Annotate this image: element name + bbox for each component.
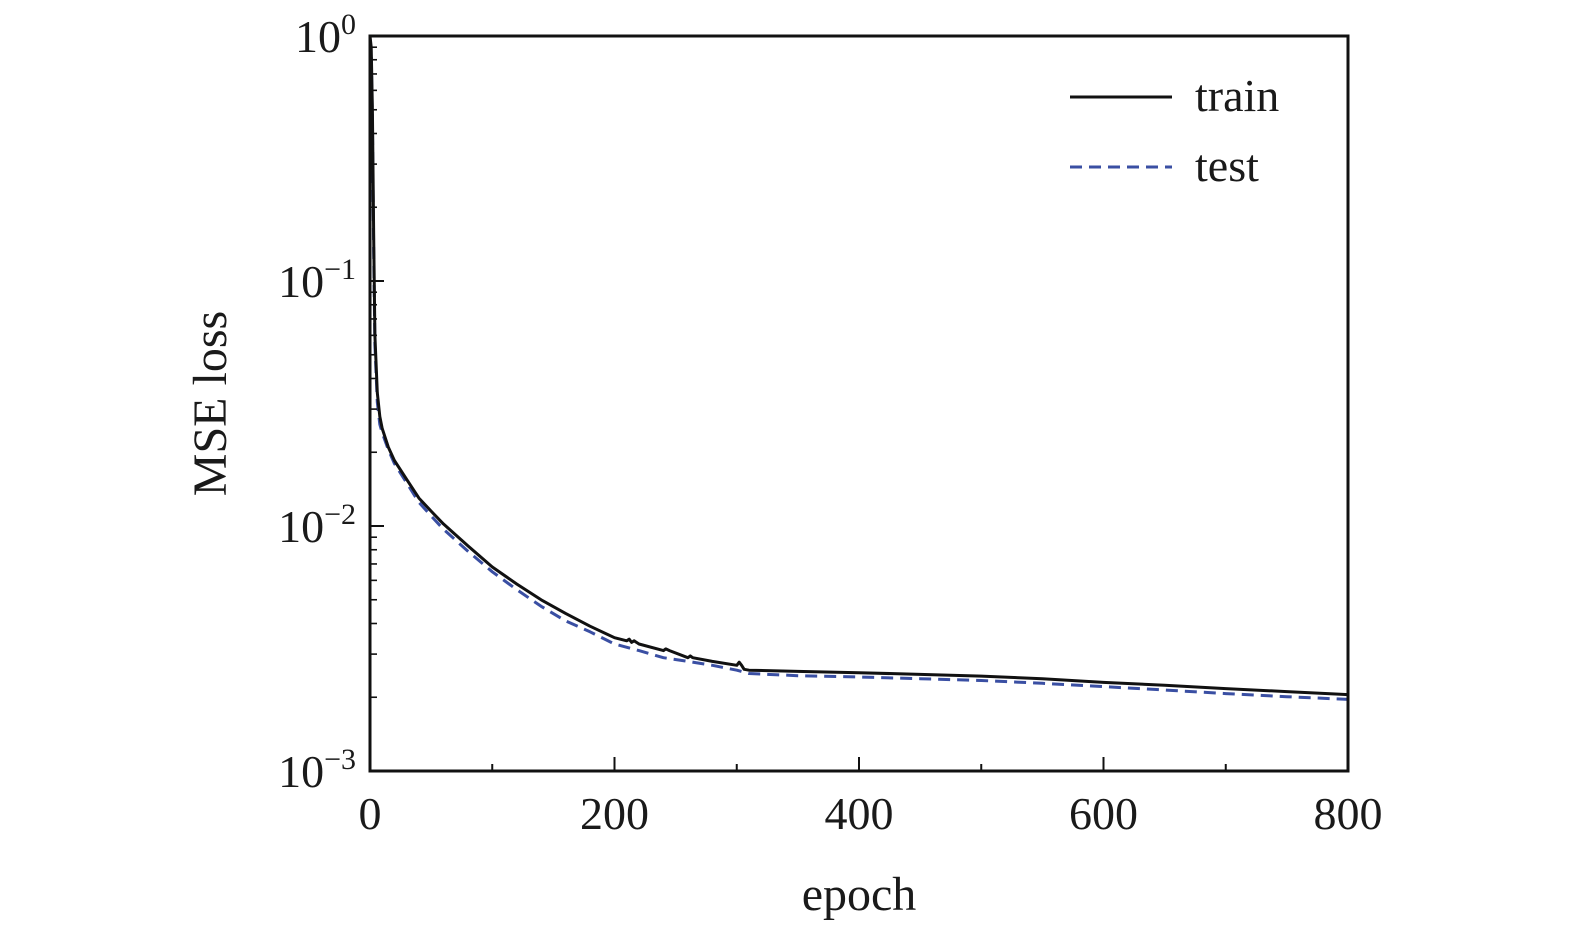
tick-label-layer: 0 200 400 600 800 100 10−1 10−2 10−3 [278,8,1382,839]
y-tick-label: 10−1 [278,253,356,307]
x-axis-label: epoch [802,868,917,921]
y-tick-label: 100 [295,8,356,62]
series-layer [368,35,1349,701]
tick-layer [369,35,1349,772]
legend: train test [1070,70,1279,191]
series-line-test [368,37,1349,701]
legend-label-train: train [1195,70,1279,121]
x-tick-label: 800 [1314,788,1383,839]
series-line-train [368,35,1349,697]
y-tick-label: 10−3 [278,743,356,797]
x-tick-label: 200 [580,788,649,839]
x-tick-label: 0 [359,788,382,839]
y-axis-label: MSE loss [184,311,237,496]
x-tick-label: 400 [825,788,894,839]
x-tick-label: 600 [1069,788,1138,839]
y-tick-label: 10−2 [278,498,356,552]
legend-label-test: test [1195,140,1259,191]
